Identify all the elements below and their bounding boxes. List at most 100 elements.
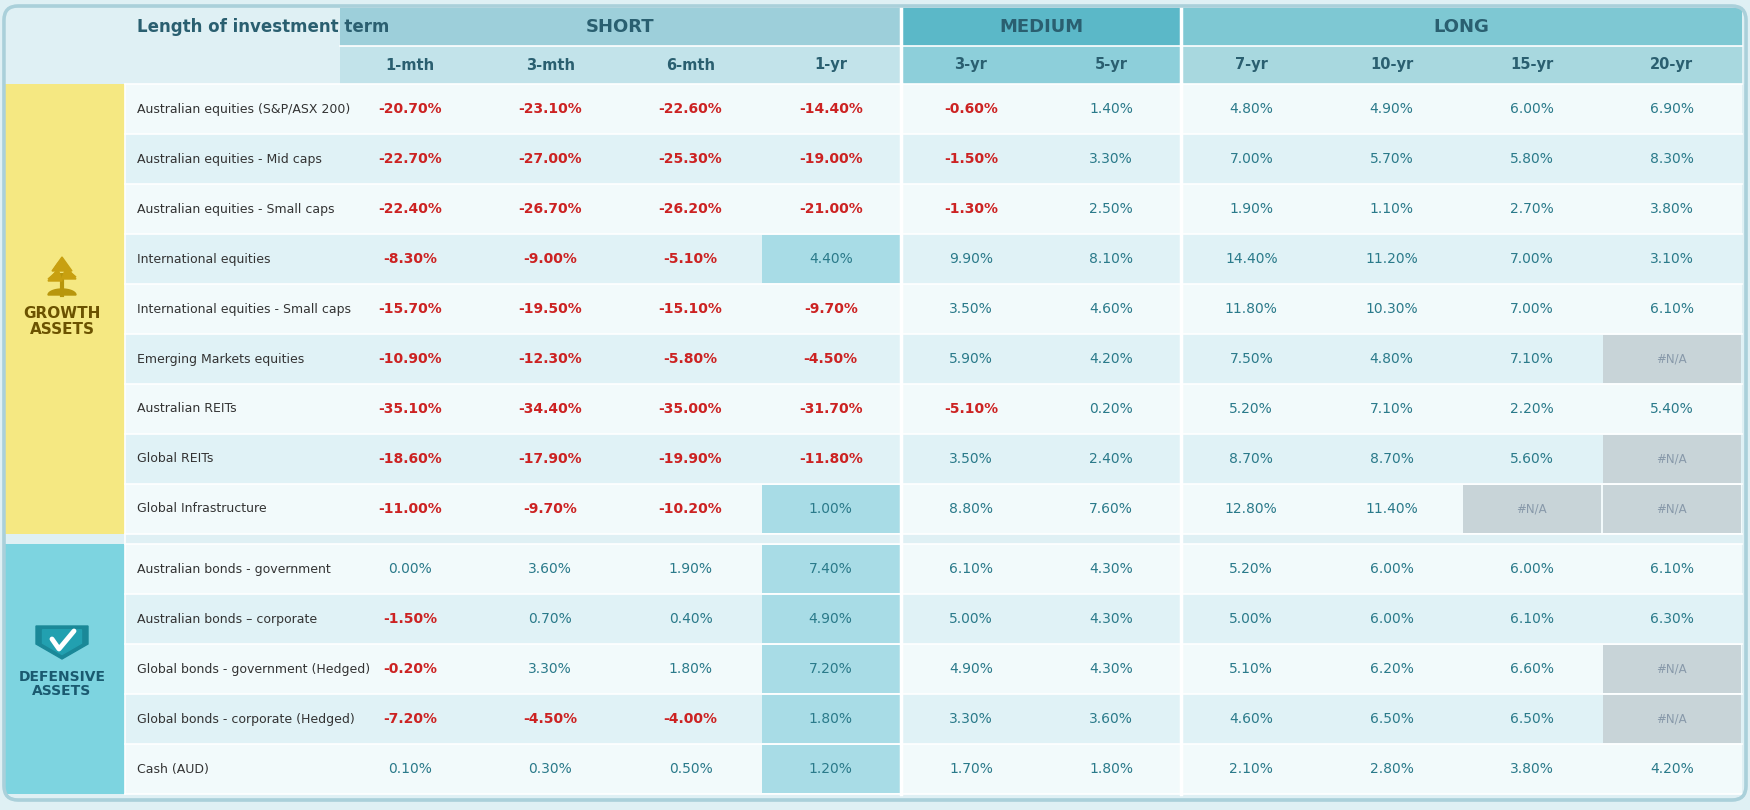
Bar [124,384,1741,434]
Text: Australian equities - Small caps: Australian equities - Small caps [136,202,334,215]
Bar [761,485,900,533]
Bar [761,545,900,593]
Text: Length of investment term: Length of investment term [136,18,388,36]
Text: 0.50%: 0.50% [668,762,712,776]
Polygon shape [61,267,75,279]
Text: -17.90%: -17.90% [518,452,583,466]
Text: 4.30%: 4.30% [1088,612,1132,626]
Text: 3.60%: 3.60% [1088,712,1132,726]
Text: 1.00%: 1.00% [808,502,852,516]
Text: 3.80%: 3.80% [1650,202,1694,216]
Text: 4.30%: 4.30% [1088,562,1132,576]
Text: -26.70%: -26.70% [518,202,583,216]
Text: -15.70%: -15.70% [378,302,443,316]
Bar [1603,485,1741,533]
Bar [124,284,1741,334]
Text: 10-yr: 10-yr [1370,58,1414,73]
Text: -22.40%: -22.40% [378,202,443,216]
Text: #N/A: #N/A [1657,453,1687,466]
Text: 8.70%: 8.70% [1228,452,1274,466]
Text: 6.30%: 6.30% [1650,612,1694,626]
Text: -19.00%: -19.00% [800,152,863,166]
Text: -8.30%: -8.30% [383,252,438,266]
Bar [124,234,1741,284]
Text: -0.20%: -0.20% [383,662,438,676]
Polygon shape [54,263,61,269]
Text: 5-yr: 5-yr [1094,58,1127,73]
Text: -9.00%: -9.00% [523,252,578,266]
Bar [761,595,900,643]
Text: 1.10%: 1.10% [1370,202,1414,216]
Bar [1181,8,1741,46]
Bar [761,695,900,743]
Text: 7.20%: 7.20% [808,662,852,676]
Text: 6.50%: 6.50% [1370,712,1414,726]
Text: -1.50%: -1.50% [943,152,998,166]
Text: ASSETS: ASSETS [30,322,94,336]
Text: Cash (AUD): Cash (AUD) [136,762,208,775]
Text: 6.60%: 6.60% [1510,662,1554,676]
Bar [124,694,1741,744]
Bar [1603,645,1741,693]
Text: -20.70%: -20.70% [378,102,443,116]
Text: 6.20%: 6.20% [1370,662,1414,676]
Bar [124,334,1741,384]
Text: 4.20%: 4.20% [1650,762,1694,776]
Text: 8.70%: 8.70% [1370,452,1414,466]
Text: -9.70%: -9.70% [803,302,858,316]
Bar [1603,335,1741,383]
Text: -4.00%: -4.00% [663,712,718,726]
Text: DEFENSIVE: DEFENSIVE [19,670,105,684]
Text: 6.10%: 6.10% [949,562,992,576]
Text: 6.00%: 6.00% [1510,562,1554,576]
Text: -7.20%: -7.20% [383,712,438,726]
Text: 3.30%: 3.30% [949,712,992,726]
Text: 11.20%: 11.20% [1365,252,1418,266]
Text: 4.90%: 4.90% [1370,102,1414,116]
Text: 5.90%: 5.90% [949,352,992,366]
Text: Global bonds - corporate (Hedged): Global bonds - corporate (Hedged) [136,713,355,726]
Text: 3.30%: 3.30% [1088,152,1132,166]
Text: Australian bonds – corporate: Australian bonds – corporate [136,612,317,625]
Text: -35.10%: -35.10% [378,402,443,416]
Text: 15-yr: 15-yr [1510,58,1554,73]
Text: -19.50%: -19.50% [518,302,583,316]
Text: 5.60%: 5.60% [1510,452,1554,466]
Text: 0.20%: 0.20% [1088,402,1132,416]
Text: 11.80%: 11.80% [1225,302,1278,316]
Bar [761,235,900,283]
Text: -21.00%: -21.00% [798,202,863,216]
Text: -27.00%: -27.00% [518,152,583,166]
Text: -22.70%: -22.70% [378,152,443,166]
Text: -25.30%: -25.30% [658,152,723,166]
Text: 5.80%: 5.80% [1510,152,1554,166]
Bar [124,744,1741,794]
Bar [124,594,1741,644]
Text: #N/A: #N/A [1517,502,1547,515]
Text: -23.10%: -23.10% [518,102,583,116]
Text: 2.70%: 2.70% [1510,202,1554,216]
Text: 4.60%: 4.60% [1228,712,1274,726]
Text: 7.10%: 7.10% [1370,402,1414,416]
Polygon shape [52,257,72,271]
Text: 2.20%: 2.20% [1510,402,1554,416]
Text: 5.20%: 5.20% [1230,402,1274,416]
Text: #N/A: #N/A [1657,502,1687,515]
Text: 4.90%: 4.90% [949,662,992,676]
Text: 1.20%: 1.20% [808,762,852,776]
Text: 6.00%: 6.00% [1370,562,1414,576]
Text: 4.80%: 4.80% [1228,102,1274,116]
Bar [1603,435,1741,483]
Bar [124,544,1741,594]
Text: 4.30%: 4.30% [1088,662,1132,676]
Text: 7.50%: 7.50% [1230,352,1274,366]
Text: Global bonds - government (Hedged): Global bonds - government (Hedged) [136,663,371,676]
Text: SHORT: SHORT [586,18,654,36]
Polygon shape [61,271,75,277]
Text: International equities - Small caps: International equities - Small caps [136,302,352,316]
Text: 4.40%: 4.40% [808,252,852,266]
Text: 1.80%: 1.80% [1088,762,1132,776]
Text: 4.90%: 4.90% [808,612,852,626]
Text: 6.50%: 6.50% [1510,712,1554,726]
Text: 4.20%: 4.20% [1088,352,1132,366]
